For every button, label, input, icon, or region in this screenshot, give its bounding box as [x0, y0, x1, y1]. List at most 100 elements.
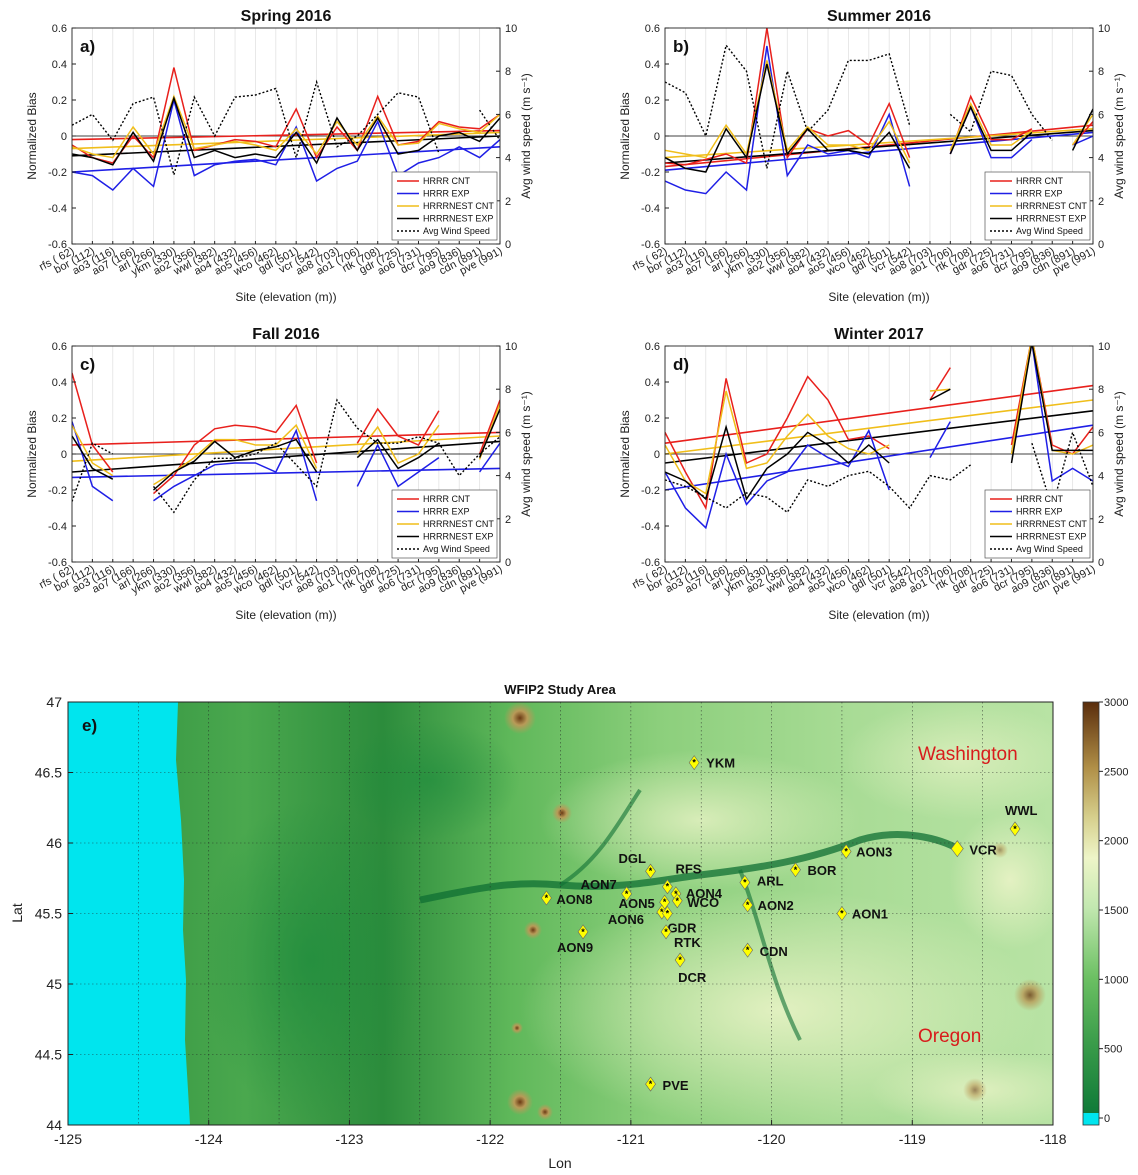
site-bor: * BOR: [790, 862, 837, 878]
peak-marker: [552, 803, 572, 823]
series-line: [478, 442, 500, 473]
y-tick-label: 0.6: [52, 341, 67, 353]
valley-shade: [200, 800, 420, 1120]
y-axis-label: Normalized Bias: [618, 410, 632, 497]
y2-tick-label: 0: [1098, 239, 1104, 251]
site-marker: [739, 874, 751, 890]
valley-shade: [340, 720, 520, 840]
site-label: AON9: [557, 940, 593, 955]
legend-entry: Avg Wind Speed: [1016, 226, 1083, 236]
legend-entry: HRRR EXP: [423, 189, 470, 199]
y2-tick-label: 2: [505, 196, 511, 208]
site-label: VCR: [969, 843, 997, 858]
site-star: *: [678, 955, 682, 965]
series-line: [665, 60, 911, 164]
panel-title: Summer 2016: [827, 8, 931, 25]
colorbar-frame: [1082, 701, 1100, 1126]
series-line: [356, 443, 440, 488]
peak-marker: [507, 1089, 533, 1115]
site-star: *: [581, 927, 585, 937]
site-aon3: * AON3: [840, 843, 892, 859]
map-x-tick-label: -125: [54, 1131, 82, 1147]
x-axis-label: Site (elevation (m)): [828, 608, 929, 622]
panel-label: c): [80, 355, 95, 374]
site-marker: [1009, 821, 1021, 837]
site-label: AON1: [852, 907, 888, 922]
bias-panel-a: Spring 2016 -0.6 -0.4 -0.2 0 0.2 0.4 0.6 0 2 4 6 8 10…: [25, 8, 533, 304]
series-line: [929, 367, 951, 401]
bias-panel-d: Winter 2017 -0.6 -0.4 -0.2 0 0.2 0.4 0.6 0 2 4 6 8 10…: [618, 326, 1126, 622]
y-tick-label: 0.2: [645, 413, 660, 425]
site-label: AON7: [581, 877, 617, 892]
site-marker: [674, 952, 686, 968]
map-y-tick-label: 44: [46, 1117, 62, 1133]
y2-tick-label: 8: [505, 384, 511, 396]
site-rtk: * RTK: [660, 924, 701, 950]
site-label: AON4: [686, 886, 723, 901]
map-x-tick-label: -120: [758, 1131, 786, 1147]
series-line: [356, 438, 440, 470]
y2-tick-label: 6: [505, 427, 511, 439]
site-aon4: * AON4: [670, 886, 723, 902]
y2-axis-label: Avg wind speed (m s⁻¹): [519, 73, 533, 199]
legend: HRRR CNT HRRR EXP HRRRNEST CNT HRRRNEST EXP…: [391, 171, 498, 241]
y2-tick-label: 10: [505, 341, 517, 353]
legend-entry: HRRRNEST CNT: [1016, 201, 1087, 211]
series-line: [929, 388, 951, 401]
legend: HRRR CNT HRRR EXP HRRRNEST CNT HRRRNEST EXP…: [391, 489, 498, 559]
trend-line: [664, 124, 1094, 168]
y2-tick-label: 8: [1098, 384, 1104, 396]
wind-speed-line: [72, 442, 114, 502]
legend-entry: Avg Wind Speed: [423, 544, 490, 554]
y-tick-label: 0: [654, 449, 660, 461]
peak-marker: [963, 1078, 987, 1102]
site-star: *: [674, 889, 678, 899]
series-line: [665, 45, 911, 195]
y2-tick-label: 4: [1098, 471, 1104, 483]
trend-line: [71, 467, 501, 479]
trend-line: [71, 431, 501, 446]
site-label: AON8: [556, 892, 592, 907]
y-tick-label: -0.2: [48, 167, 67, 179]
site-dgl: *DGL: [619, 851, 656, 879]
map-y-label: Lat: [9, 903, 25, 923]
series-line: [949, 94, 1033, 155]
y-tick-label: 0.4: [645, 59, 660, 71]
panel-title: Winter 2017: [834, 326, 924, 343]
lowland-shade: [540, 750, 860, 890]
peak-marker: [992, 842, 1008, 858]
y2-tick-label: 4: [1098, 153, 1104, 165]
site-marker: [742, 942, 754, 958]
y-tick-label: 0: [654, 131, 660, 143]
y2-tick-label: 6: [1098, 427, 1104, 439]
site-star: *: [545, 893, 549, 903]
site-label: RFS: [675, 862, 701, 877]
colorbar-tick-label: 0: [1104, 1113, 1110, 1125]
wind-speed-line: [72, 79, 440, 178]
colorbar-tick-label: 3000: [1104, 697, 1128, 709]
wind-speed-line: [665, 464, 972, 514]
y-axis-label: Normalized Bias: [25, 92, 39, 179]
site-marker: [840, 843, 852, 859]
site-marker: [950, 840, 964, 858]
series-line: [153, 428, 318, 502]
y-tick-label: 0.6: [645, 23, 660, 35]
site-aon1: * AON1: [836, 905, 888, 922]
legend-entry: HRRRNEST EXP: [423, 532, 493, 542]
site-star: *: [794, 865, 798, 875]
colorbar-tick-label: 1000: [1104, 974, 1128, 986]
y-axis-label: Normalized Bias: [618, 92, 632, 179]
bias-panel-c: Fall 2016-0.6-0.4-0.200.20.40.60246810rf…: [25, 326, 533, 622]
colorbar-tick-label: 2000: [1104, 836, 1128, 848]
site-star: *: [676, 896, 680, 906]
lowland-shade: [870, 1050, 1053, 1125]
y-tick-label: 0.2: [52, 95, 67, 107]
colorbar-tick-label: 2500: [1104, 766, 1128, 778]
site-star: *: [840, 909, 844, 919]
y2-tick-label: 6: [505, 109, 511, 121]
y-tick-label: 0.4: [52, 59, 67, 71]
colorbar-tick-label: 1500: [1104, 905, 1128, 917]
series-line: [929, 421, 951, 458]
peak-marker: [1014, 979, 1046, 1011]
legend-entry: HRRRNEST EXP: [1016, 532, 1086, 542]
